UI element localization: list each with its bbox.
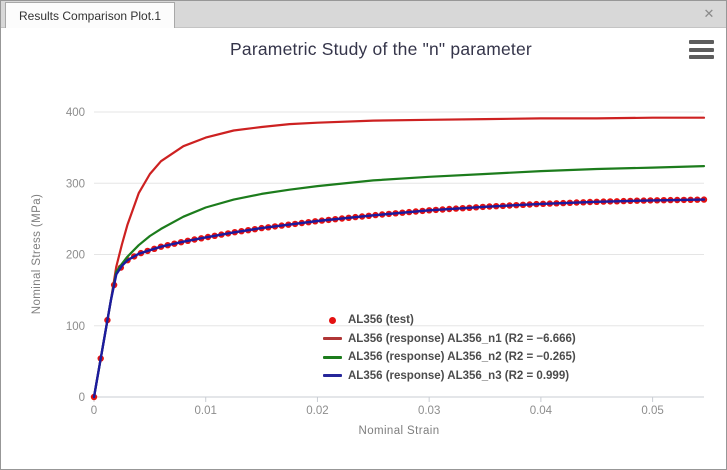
legend-dot-marker: [322, 316, 342, 324]
legend-item-n1[interactable]: AL356 (response) AL356_n1 (R2 = −6.666): [322, 330, 576, 349]
x-tick-label: 0.04: [530, 405, 553, 417]
tab-results-comparison-plot[interactable]: Results Comparison Plot.1: [5, 2, 176, 28]
menu-bar: [689, 40, 714, 44]
legend-label: AL356 (response) AL356_n3 (R2 = 0.999): [348, 369, 570, 382]
red-line-icon: [322, 337, 342, 341]
plot-area: 0 0.01 0.02 0.03 0.04 0.05 0 100 200 300 400: [1, 28, 726, 469]
legend-line-marker: [322, 355, 342, 359]
legend-line-marker: [322, 374, 342, 378]
x-tick-label: 0.03: [418, 405, 440, 417]
legend-item-n2[interactable]: AL356 (response) AL356_n2 (R2 = −0.265): [322, 348, 576, 367]
y-axis-title: Nominal Stress (MPa): [31, 193, 43, 315]
y-tick-label: 400: [66, 107, 85, 119]
x-tick-label: 0.01: [195, 405, 217, 417]
tab-bar: Results Comparison Plot.1 ✕: [1, 1, 726, 28]
y-tick-label: 100: [66, 321, 85, 333]
menu-bar: [689, 47, 714, 52]
y-tick-label: 200: [66, 250, 85, 262]
x-tick-label: 0.02: [306, 405, 328, 417]
y-tick-label: 300: [66, 178, 85, 190]
blue-line-icon: [322, 374, 342, 378]
y-tick-label: 0: [79, 392, 85, 404]
legend-line-marker: [322, 337, 342, 341]
chart-title: Parametric Study of the "n" parameter: [230, 39, 532, 59]
x-tick-label: 0: [91, 405, 97, 417]
hamburger-menu-icon[interactable]: [689, 40, 714, 59]
legend-label: AL356 (response) AL356_n1 (R2 = −6.666): [348, 332, 576, 345]
legend-label: AL356 (test): [348, 314, 414, 327]
menu-bar: [689, 55, 714, 59]
green-line-icon: [322, 355, 342, 359]
red-dot-icon: [328, 316, 336, 324]
close-icon[interactable]: ✕: [703, 6, 715, 21]
x-axis-title: Nominal Strain: [358, 425, 440, 437]
legend-item-test[interactable]: AL356 (test): [322, 311, 576, 330]
x-tick-label: 0.05: [641, 405, 663, 417]
tab-label: Results Comparison Plot.1: [19, 8, 162, 23]
chart-panel: 0 0.01 0.02 0.03 0.04 0.05 0 100 200 300 400 Param…: [1, 28, 726, 469]
legend-label: AL356 (response) AL356_n2 (R2 = −0.265): [348, 351, 576, 364]
chart-legend: AL356 (test) AL356 (response) AL356_n1 (…: [322, 311, 576, 385]
legend-item-n3[interactable]: AL356 (response) AL356_n3 (R2 = 0.999): [322, 367, 576, 386]
